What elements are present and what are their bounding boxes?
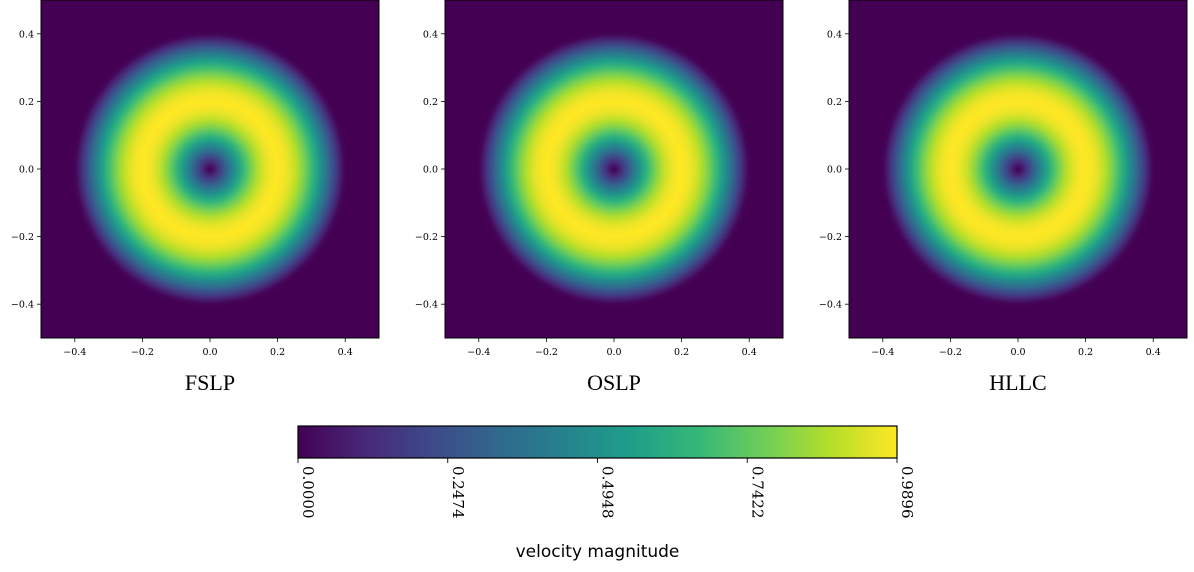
velocity-field [64, 23, 356, 315]
peak-ring [140, 99, 280, 239]
colorbar-label: velocity magnitude [516, 542, 680, 562]
y-tick-label: 0.4 [19, 29, 34, 40]
x-tick-label: −0.2 [131, 347, 154, 358]
x-tick-label: 0.4 [1146, 347, 1161, 358]
panel-title: FSLP [185, 370, 235, 395]
x-tick-label: −0.2 [535, 347, 558, 358]
y-tick-label: −0.2 [11, 232, 34, 243]
panel-hllc: −0.4 −0.2 0.0 0.2 0.4 0.4 0.2 0.0 −0.2 −0.4 HLLC [819, 0, 1188, 395]
y-tick-label: −0.2 [819, 232, 842, 243]
y-tick-label: −0.2 [415, 232, 438, 243]
x-tick-label: 0.0 [202, 347, 217, 358]
x-tick-label: 0.0 [1010, 347, 1025, 358]
colorbar-tick-label: 0.4948 [599, 466, 617, 519]
y-tick-label: −0.4 [11, 300, 34, 311]
x-tick-label: 0.2 [270, 347, 285, 358]
y-tick-label: −0.4 [415, 300, 438, 311]
colorbar-gradient [298, 426, 897, 458]
colorbar-tick-label: 0.7422 [748, 466, 766, 519]
y-tick-label: 0.4 [827, 29, 842, 40]
x-tick-label: −0.4 [871, 347, 894, 358]
y-tick-label: −0.4 [819, 300, 842, 311]
colorbar-tick-label: 0.0000 [299, 466, 317, 519]
y-tick-label: 0.0 [19, 165, 34, 176]
panel-oslp: −0.4 −0.2 0.0 0.2 0.4 0.4 0.2 0.0 −0.2 −0.4 OSLP [415, 0, 784, 395]
panel-title: OSLP [587, 370, 641, 395]
colorbar: 0.0000 0.2474 0.4948 0.7422 0.9896 velocity m… [297, 425, 916, 562]
x-tick-label: 0.0 [606, 347, 621, 358]
panel-title: HLLC [989, 370, 1046, 395]
velocity-field [468, 23, 760, 315]
y-tick-label: 0.0 [827, 165, 842, 176]
colorbar-tick-label: 0.9896 [898, 466, 916, 519]
x-tick-label: 0.2 [1078, 347, 1093, 358]
x-tick-label: −0.4 [467, 347, 490, 358]
y-tick-label: 0.2 [423, 97, 438, 108]
velocity-field [872, 23, 1164, 315]
x-tick-label: 0.4 [742, 347, 757, 358]
x-tick-label: −0.2 [939, 347, 962, 358]
panel-fslp: −0.4 −0.2 0.0 0.2 0.4 0.4 0.2 0.0 −0.2 −0.4 FSLP [11, 0, 380, 395]
x-tick-label: 0.4 [338, 347, 353, 358]
colorbar-tick-label: 0.2474 [449, 466, 467, 519]
y-tick-label: 0.2 [827, 97, 842, 108]
x-tick-label: −0.4 [63, 347, 86, 358]
y-tick-label: 0.4 [423, 29, 438, 40]
x-tick-label: 0.2 [674, 347, 689, 358]
y-tick-label: 0.2 [19, 97, 34, 108]
peak-ring [544, 99, 684, 239]
y-tick-label: 0.0 [423, 165, 438, 176]
